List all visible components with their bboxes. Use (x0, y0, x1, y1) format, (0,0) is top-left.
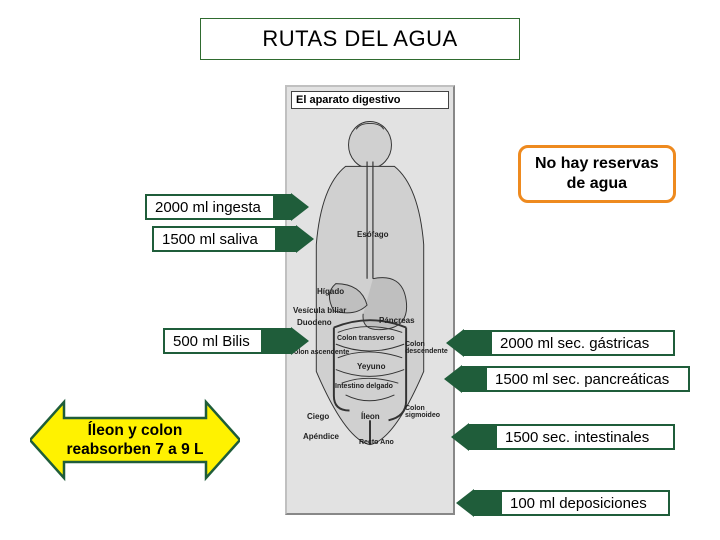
label-recto-ano: Recto Ano (359, 439, 394, 446)
anatomy-panel: El aparato digestivo (285, 85, 455, 515)
label-colon-transverso: Colon transverso (337, 335, 395, 342)
label-yeyuno: Yeyuno (357, 363, 385, 371)
label-bilis-text: 500 ml Bilis (173, 333, 250, 350)
label-deposiciones-text: 100 ml deposiciones (510, 495, 647, 512)
label-bilis: 500 ml Bilis (163, 328, 263, 354)
title-box: RUTAS DEL AGUA (200, 18, 520, 60)
label-ingesta: 2000 ml ingesta (145, 194, 275, 220)
arrow-shaft-intestinales (469, 424, 495, 450)
arrow-head-ingesta (291, 193, 309, 221)
label-gastricas: 2000 ml sec. gástricas (490, 330, 675, 356)
label-higado: Hígado (317, 288, 344, 296)
label-ingesta-text: 2000 ml ingesta (155, 199, 261, 216)
label-duodeno: Duodeno (297, 319, 332, 327)
label-intestinales-text: 1500 sec. intestinales (505, 429, 649, 446)
label-saliva: 1500 ml saliva (152, 226, 277, 252)
label-saliva-text: 1500 ml saliva (162, 231, 258, 248)
label-colon-sigmoideo: Colon sigmoideo (405, 405, 453, 419)
callout-no-reserves-text: No hay reservasde agua (535, 155, 659, 192)
anatomy-header: El aparato digestivo (291, 91, 449, 109)
arrow-shaft-saliva (277, 226, 296, 252)
label-ileon: Íleon (361, 413, 380, 421)
anatomy-figure: Esófago Hígado Vesícula biliar Duodeno P… (287, 113, 453, 503)
yellow-reabsorption-arrow: Íleon y colon reabsorben 7 a 9 L (30, 396, 240, 484)
arrow-shaft-pancreaticas (462, 366, 485, 392)
arrow-shaft-bilis (263, 328, 291, 354)
arrow-shaft-deposiciones (474, 490, 500, 516)
callout-no-reserves: No hay reservasde agua (518, 145, 676, 203)
title-text: RUTAS DEL AGUA (262, 26, 457, 52)
label-apendice: Apéndice (303, 433, 339, 441)
label-intestinales: 1500 sec. intestinales (495, 424, 675, 450)
yellow-arrow-text: Íleon y colon reabsorben 7 a 9 L (30, 421, 240, 460)
arrow-shaft-gastricas (464, 330, 490, 356)
label-ciego: Ciego (307, 413, 329, 421)
label-esofago: Esófago (357, 231, 389, 239)
label-intestino-delgado: Intestino delgado (335, 383, 393, 390)
arrow-head-gastricas (446, 329, 464, 357)
arrow-shaft-ingesta (275, 194, 291, 220)
arrow-head-bilis (291, 327, 309, 355)
arrow-head-deposiciones (456, 489, 474, 517)
label-pancreas: Páncreas (379, 317, 415, 325)
arrow-head-intestinales (451, 423, 469, 451)
arrow-head-pancreaticas (444, 365, 462, 393)
label-gastricas-text: 2000 ml sec. gástricas (500, 335, 649, 352)
label-deposiciones: 100 ml deposiciones (500, 490, 670, 516)
label-vesicula: Vesícula biliar (293, 307, 346, 315)
label-pancreaticas-text: 1500 ml sec. pancreáticas (495, 371, 669, 388)
arrow-head-saliva (296, 225, 314, 253)
label-pancreaticas: 1500 ml sec. pancreáticas (485, 366, 690, 392)
